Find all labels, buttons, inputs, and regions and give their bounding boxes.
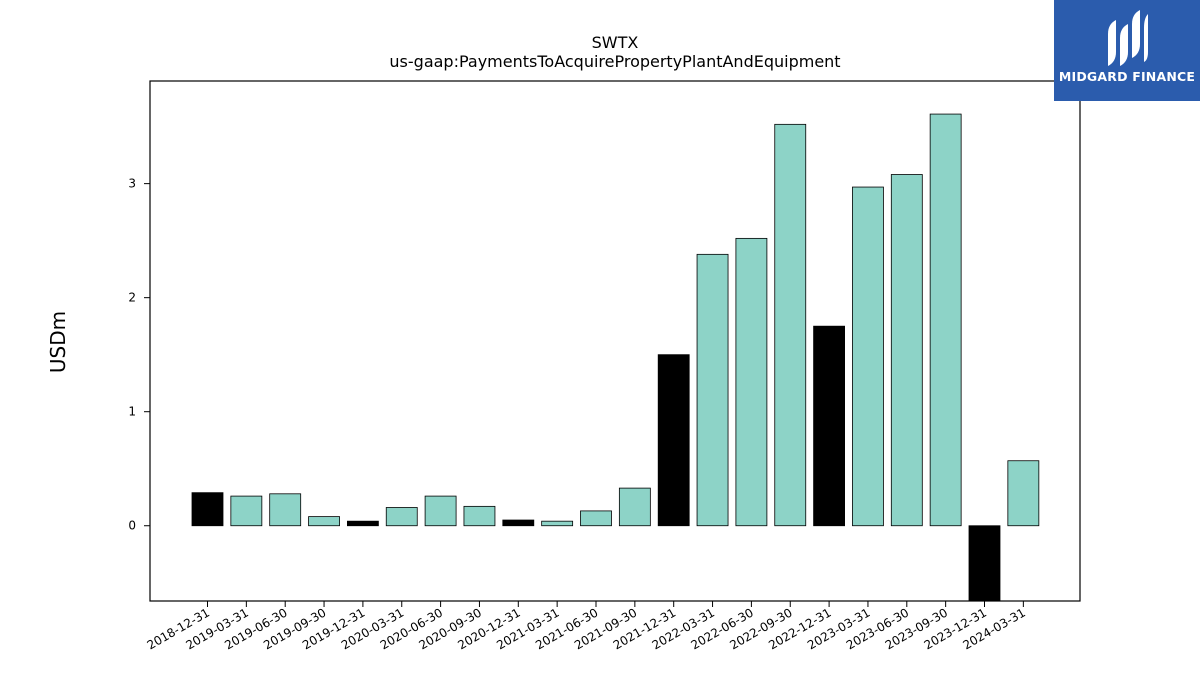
bar-2020-06-30: [424, 495, 457, 527]
bar-2020-03-31: [385, 507, 418, 527]
logo-text: MIDGARD FINANCE: [1058, 69, 1196, 84]
brand-logo: MIDGARD FINANCE: [1054, 0, 1200, 101]
y-axis-label: USDm: [46, 310, 70, 374]
bar-2023-12-31: [968, 525, 1001, 602]
bar-2023-03-31: [852, 186, 884, 527]
plot-frame: [149, 80, 1081, 602]
bar-2020-12-31: [502, 519, 535, 527]
y-axis-ticks: 0 1 2 3: [128, 177, 150, 533]
bar-2021-03-31: [541, 520, 574, 527]
bar-2023-09-30: [929, 113, 962, 527]
bar-2023-06-30: [890, 174, 923, 527]
bar-2021-06-30: [580, 510, 612, 527]
bar-group: [191, 113, 1040, 602]
bar-2022-09-30: [774, 123, 807, 527]
chart-subtitle: us-gaap:PaymentsToAcquirePropertyPlantAn…: [389, 52, 841, 71]
bar-2019-06-30: [269, 493, 302, 527]
bar-2022-06-30: [735, 237, 768, 527]
y-tick-label: 0: [128, 519, 136, 533]
bar-2021-12-31: [657, 354, 690, 527]
bar-2022-12-31: [813, 325, 845, 527]
bar-2021-09-30: [618, 487, 651, 527]
bar-2019-12-31: [346, 520, 379, 527]
bar-2019-03-31: [230, 495, 263, 527]
bar-2024-03-31: [1007, 460, 1040, 527]
y-tick-label: 1: [128, 405, 136, 419]
y-tick-label: 2: [128, 291, 136, 305]
bar-2018-12-31: [191, 492, 224, 527]
chart-title: SWTX: [591, 33, 639, 52]
logo-mark-icon: [1108, 10, 1148, 66]
bar-2022-03-31: [696, 253, 729, 527]
bar-2019-09-30: [308, 516, 340, 527]
x-axis-ticks: 2018-12-312019-03-312019-06-302019-09-30…: [145, 601, 1028, 652]
bar-2020-09-30: [463, 505, 496, 527]
y-tick-label: 3: [128, 177, 136, 191]
